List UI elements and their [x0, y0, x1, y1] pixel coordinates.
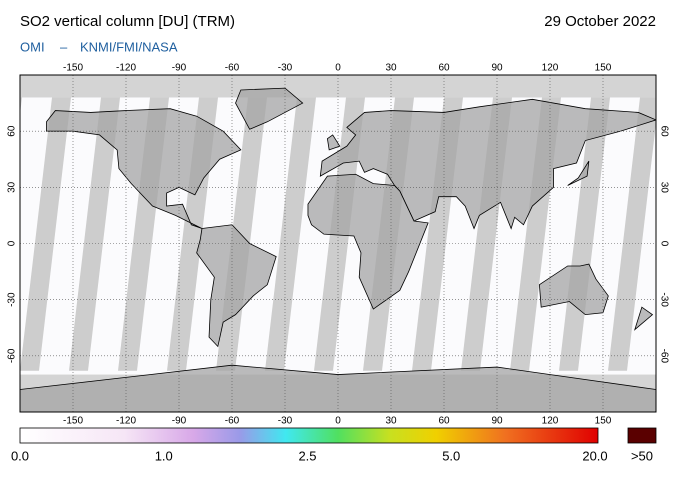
colorbar-label: 5.0: [442, 448, 460, 463]
colorbar-label: 1.0: [155, 448, 173, 463]
lon-tick-label-bottom: -90: [172, 416, 187, 427]
colorbar-overflow: [627, 427, 657, 444]
lon-tick-label-bottom: -120: [116, 416, 136, 427]
lon-tick-label-top: -150: [63, 63, 83, 74]
lat-tick-label-left: 60: [7, 125, 18, 137]
lon-tick-label-bottom: -150: [63, 416, 83, 427]
colorbar-label: 2.5: [298, 448, 316, 463]
orbit-gap: [20, 97, 71, 371]
lon-tick-label-top: 120: [542, 63, 559, 74]
lon-tick-label-top: 0: [335, 63, 341, 74]
lon-tick-label-bottom: -30: [278, 416, 293, 427]
lon-tick-label-top: -120: [116, 63, 136, 74]
map-frame: [19, 74, 657, 413]
orbit-gap: [608, 97, 656, 371]
lat-tick-label-right: 30: [658, 182, 669, 194]
instrument: OMI: [20, 39, 45, 54]
lon-tick-label-top: 60: [438, 63, 450, 74]
lon-tick-label-top: -30: [278, 63, 293, 74]
orbit-gap: [657, 97, 676, 370]
land: [20, 364, 656, 412]
land: [567, 160, 590, 186]
lon-tick-label-bottom: 150: [595, 416, 612, 427]
lat-tick-label-right: 0: [658, 241, 669, 247]
orbit-gap: [20, 97, 22, 115]
lat-tick-label-left: 0: [7, 240, 18, 246]
lon-tick-label-bottom: -60: [225, 416, 240, 427]
title: SO2 vertical column [DU] (TRM): [20, 13, 235, 30]
colorbar: [19, 427, 599, 444]
lat-tick-label-left: 30: [7, 181, 18, 193]
overflow-label: >50: [631, 448, 653, 463]
colorbar-label: 20.0: [582, 448, 607, 463]
orbit-gap: [265, 97, 316, 371]
separator: –: [60, 39, 68, 54]
land: [46, 108, 242, 229]
lon-tick-label-top: 30: [385, 63, 397, 74]
orbit-gap: [69, 97, 120, 371]
lon-tick-label-bottom: 0: [335, 416, 341, 427]
lon-tick-label-bottom: 60: [438, 416, 450, 427]
lat-tick-label-right: -30: [658, 292, 669, 307]
land: [538, 263, 609, 316]
colorbar-label: 0.0: [11, 448, 29, 463]
lat-tick-label-right: -60: [658, 349, 669, 364]
lon-tick-label-top: 150: [595, 63, 612, 74]
lat-tick-label-left: -60: [7, 348, 18, 363]
map: [20, 75, 676, 412]
agencies: KNMI/FMI/NASA: [80, 39, 178, 54]
lon-tick-label-bottom: 120: [542, 416, 559, 427]
lon-tick-label-top: -90: [172, 63, 187, 74]
lat-tick-label-left: -30: [7, 292, 18, 307]
land: [196, 224, 277, 348]
lon-tick-label-bottom: 90: [491, 416, 503, 427]
land: [235, 87, 304, 130]
lat-tick-label-right: 60: [658, 126, 669, 138]
lon-tick-label-top: -60: [225, 63, 240, 74]
lon-tick-label-top: 90: [491, 63, 503, 74]
land: [634, 306, 654, 331]
land: [326, 134, 341, 151]
lon-tick-label-bottom: 30: [385, 416, 397, 427]
date: 29 October 2022: [544, 13, 656, 30]
